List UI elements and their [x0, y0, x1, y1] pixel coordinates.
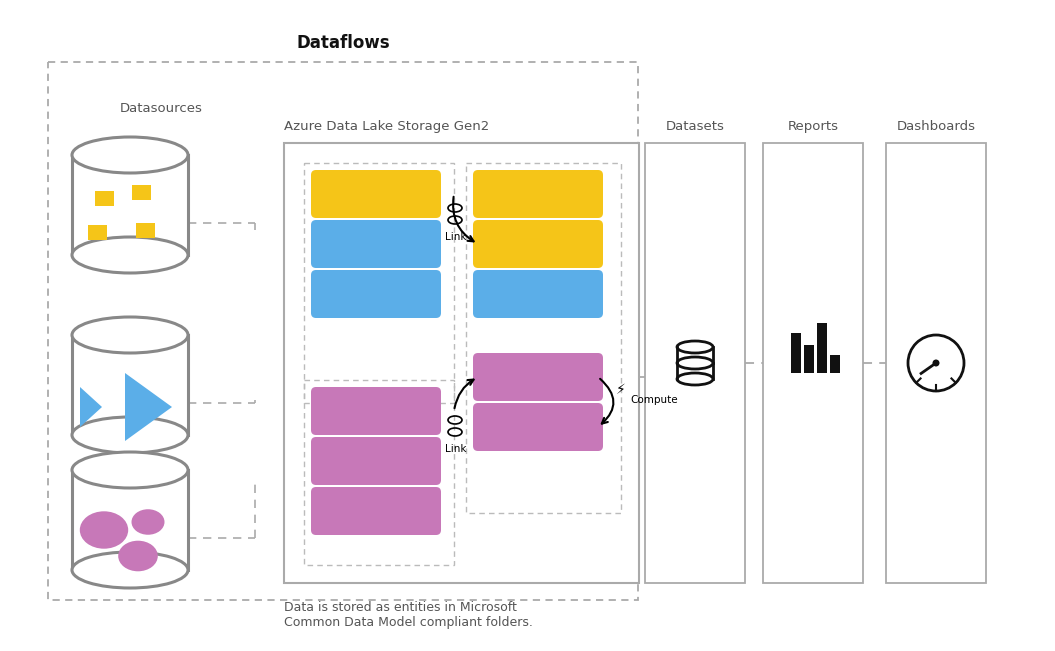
Bar — [72, 470, 188, 570]
Bar — [791, 333, 801, 373]
FancyBboxPatch shape — [311, 437, 441, 485]
Bar — [304, 163, 454, 403]
Text: Link: Link — [445, 444, 466, 454]
Ellipse shape — [72, 237, 188, 273]
Bar — [95, 191, 114, 206]
Polygon shape — [80, 387, 102, 427]
Bar — [72, 335, 188, 435]
Bar — [284, 143, 639, 583]
FancyBboxPatch shape — [311, 170, 441, 218]
Text: Link: Link — [445, 232, 466, 242]
Ellipse shape — [72, 452, 188, 488]
Ellipse shape — [132, 509, 165, 534]
Text: Datasources: Datasources — [120, 102, 203, 115]
Text: Reports: Reports — [787, 120, 839, 133]
Ellipse shape — [72, 417, 188, 453]
Bar — [830, 355, 840, 373]
FancyBboxPatch shape — [473, 220, 603, 268]
Bar — [817, 323, 827, 373]
Text: Dashboards: Dashboards — [897, 120, 976, 133]
Text: Datasets: Datasets — [666, 120, 725, 133]
Bar — [304, 380, 454, 565]
FancyBboxPatch shape — [473, 270, 603, 318]
FancyBboxPatch shape — [473, 170, 603, 218]
Bar — [88, 225, 107, 240]
Circle shape — [933, 359, 940, 367]
Bar — [804, 345, 814, 373]
Text: Azure Data Lake Storage Gen2: Azure Data Lake Storage Gen2 — [284, 120, 490, 133]
Ellipse shape — [80, 511, 129, 549]
Text: Dataflows: Dataflows — [296, 34, 389, 52]
Bar — [645, 143, 745, 583]
Ellipse shape — [72, 317, 188, 353]
FancyBboxPatch shape — [473, 403, 603, 451]
Ellipse shape — [72, 137, 188, 173]
Bar — [72, 155, 188, 255]
FancyBboxPatch shape — [311, 387, 441, 435]
Text: Compute: Compute — [630, 395, 677, 405]
Ellipse shape — [72, 552, 188, 588]
Text: ⚡: ⚡ — [616, 383, 626, 397]
FancyBboxPatch shape — [311, 487, 441, 535]
Polygon shape — [124, 373, 172, 441]
FancyBboxPatch shape — [311, 270, 441, 318]
Bar — [136, 223, 155, 238]
Bar — [466, 163, 621, 513]
Bar — [132, 185, 151, 201]
Ellipse shape — [118, 541, 158, 572]
Bar — [763, 143, 863, 583]
FancyBboxPatch shape — [473, 353, 603, 401]
Bar — [886, 143, 986, 583]
Bar — [47, 62, 638, 600]
Text: Data is stored as entities in Microsoft
Common Data Model compliant folders.: Data is stored as entities in Microsoft … — [284, 601, 533, 629]
FancyBboxPatch shape — [311, 220, 441, 268]
